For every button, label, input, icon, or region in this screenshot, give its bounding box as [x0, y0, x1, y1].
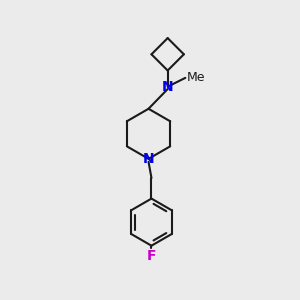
Text: N: N [162, 80, 173, 94]
Text: Me: Me [187, 71, 205, 84]
Text: F: F [147, 249, 156, 263]
Text: N: N [143, 152, 154, 166]
